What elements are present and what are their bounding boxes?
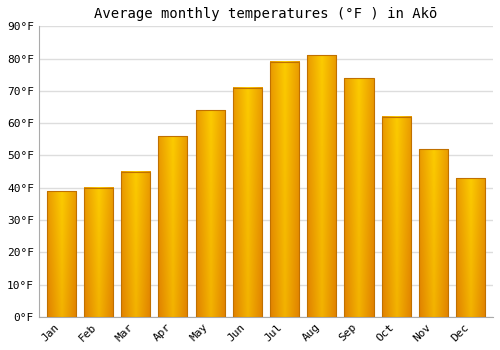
Bar — [46, 191, 76, 317]
Bar — [158, 136, 188, 317]
Bar — [196, 110, 224, 317]
Bar — [308, 55, 336, 317]
Title: Average monthly temperatures (°F ) in Akō: Average monthly temperatures (°F ) in Ak… — [94, 7, 438, 21]
Bar — [456, 178, 485, 317]
Bar — [121, 172, 150, 317]
Bar — [233, 88, 262, 317]
Bar — [84, 188, 113, 317]
Bar — [344, 78, 374, 317]
Bar — [270, 62, 299, 317]
Bar — [382, 117, 411, 317]
Bar — [419, 149, 448, 317]
